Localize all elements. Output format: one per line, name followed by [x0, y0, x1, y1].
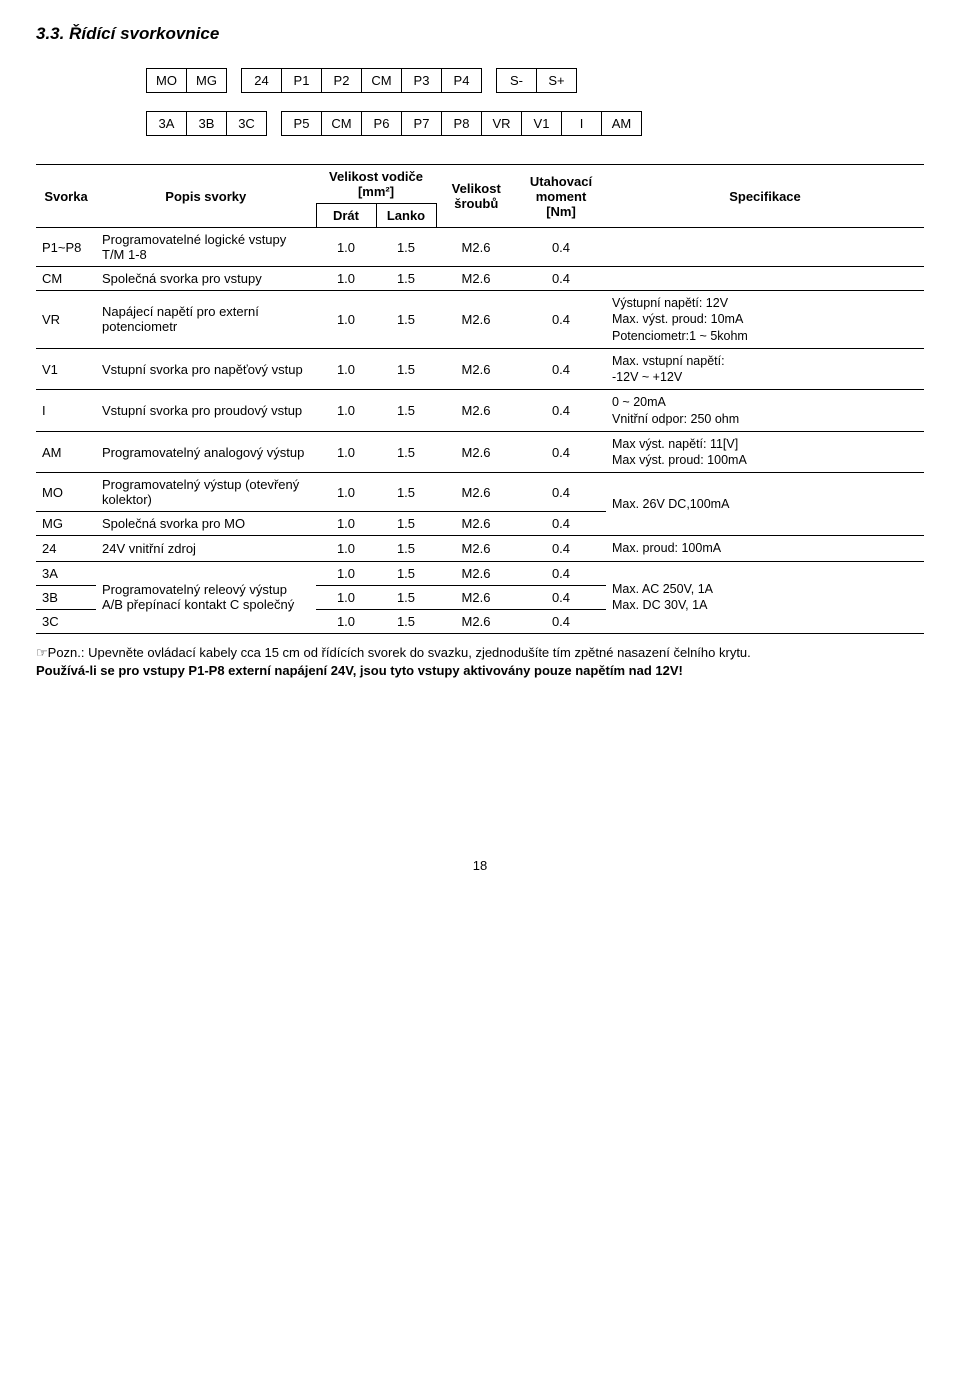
- table-row: AMProgramovatelný analogový výstup1.01.5…: [36, 431, 924, 473]
- terminal-cell: P2: [322, 69, 362, 93]
- table-row: MOProgramovatelný výstup (otevřený kolek…: [36, 473, 924, 512]
- terminal-cell: 24: [242, 69, 282, 93]
- terminal-cell: V1: [522, 112, 562, 136]
- terminal-cell: P5: [282, 112, 322, 136]
- terminal-row-1: MOMG 24P1P2CMP3P4 S-S+: [146, 68, 924, 93]
- terminal-cell: 3A: [147, 112, 187, 136]
- section-heading: 3.3. Řídící svorkovnice: [36, 24, 924, 44]
- terminal-cell: P3: [402, 69, 442, 93]
- terminal-cell: AM: [602, 112, 642, 136]
- terminal-cell: MG: [187, 69, 227, 93]
- table-row: IVstupní svorka pro proudový vstup1.01.5…: [36, 390, 924, 432]
- table-row: VRNapájecí napětí pro externí potenciome…: [36, 291, 924, 349]
- terminal-cell: I: [562, 112, 602, 136]
- pointing-hand-icon: ☞: [36, 645, 48, 660]
- terminal-cell: P6: [362, 112, 402, 136]
- table-row: 2424V vnitřní zdroj1.01.5M2.60.4Max. pro…: [36, 536, 924, 561]
- terminal-cell: 3C: [227, 112, 267, 136]
- terminal-block-diagram: MOMG24P1P2CMP3P4S-S+ 3A3B3CP5CMP6P7P8VRV…: [146, 68, 924, 136]
- page-number: 18: [36, 858, 924, 873]
- table-row: P1~P8Programovatelné logické vstupy T/M …: [36, 228, 924, 267]
- terminal-cell: CM: [322, 112, 362, 136]
- table-row: V1Vstupní svorka pro napěťový vstup1.01.…: [36, 348, 924, 390]
- table-row: CMSpolečná svorka pro vstupy1.01.5M2.60.…: [36, 267, 924, 291]
- terminal-cell: P8: [442, 112, 482, 136]
- terminal-cell: S+: [537, 69, 577, 93]
- terminal-cell: P4: [442, 69, 482, 93]
- terminal-row-2: 3A3B3C P5CMP6P7P8VRV1IAM: [146, 111, 924, 136]
- footnote-bold: Používá-li se pro vstupy P1-P8 externí n…: [36, 663, 924, 678]
- terminal-cell: S-: [497, 69, 537, 93]
- terminal-cell: CM: [362, 69, 402, 93]
- terminal-cell: VR: [482, 112, 522, 136]
- footnote: ☞Pozn.: Upevněte ovládací kabely cca 15 …: [36, 644, 924, 662]
- terminal-cell: P7: [402, 112, 442, 136]
- terminal-cell: MO: [147, 69, 187, 93]
- terminal-cell: 3B: [187, 112, 227, 136]
- table-row: 3AProgramovatelný releový výstup A/B pře…: [36, 561, 924, 585]
- terminal-spec-table: SvorkaPopis svorkyVelikost vodiče[mm²]Ve…: [36, 164, 924, 634]
- terminal-cell: P1: [282, 69, 322, 93]
